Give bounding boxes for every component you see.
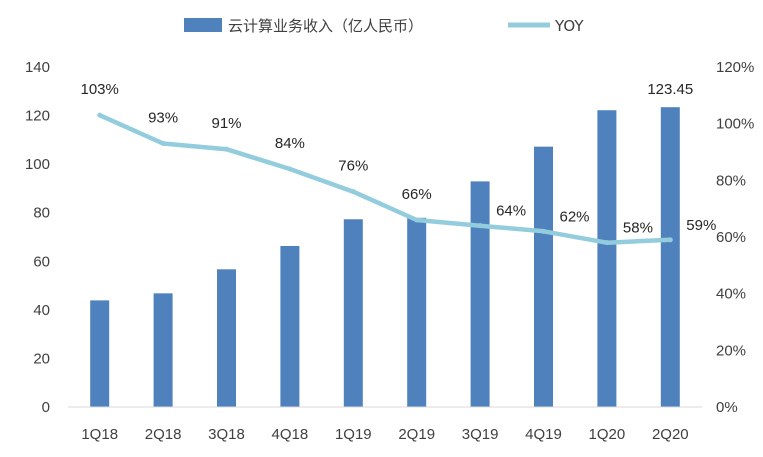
revenue-bar <box>660 107 680 407</box>
left-axis-tick-label: 140 <box>25 59 50 76</box>
legend: 云计算业务收入（亿人民币） YOY <box>184 17 584 35</box>
yoy-point <box>97 112 103 118</box>
left-axis-tick-label: 80 <box>33 205 50 222</box>
revenue-bar <box>534 146 553 407</box>
yoy-data-label: 103% <box>81 81 119 98</box>
left-axis-tick-label: 100 <box>25 156 50 173</box>
revenue-bar <box>90 300 110 407</box>
yoy-point <box>350 189 356 195</box>
yoy-data-label: 84% <box>275 135 305 152</box>
right-axis-tick-label: 60% <box>716 229 746 246</box>
yoy-data-label: 64% <box>496 203 526 220</box>
right-axis-tick-label: 80% <box>716 172 746 189</box>
left-axis-tick-label: 60 <box>33 253 50 270</box>
right-axis-tick-label: 120% <box>716 59 754 76</box>
left-axis-tick-label: 120 <box>25 108 50 125</box>
x-axis-tick-label: 2Q18 <box>145 426 182 443</box>
yoy-point <box>287 166 293 172</box>
yoy-point <box>541 228 546 234</box>
left-axis-ticks: 0 20 40 60 80 100 120 140 <box>25 59 50 416</box>
legend-label-yoy: YOY <box>554 17 584 35</box>
yoy-data-label: 91% <box>211 115 241 132</box>
x-axis-tick-label: 1Q18 <box>81 426 118 443</box>
yoy-data-label: 58% <box>623 220 653 237</box>
revenue-bars <box>90 107 680 407</box>
yoy-data-label: 59% <box>686 217 716 234</box>
left-axis-tick-label: 20 <box>33 350 50 367</box>
revenue-bar <box>217 269 236 407</box>
x-axis-ticks: 1Q18 2Q18 3Q18 4Q18 1Q19 2Q19 3Q19 4Q19 1Q20 2Q20 <box>81 426 688 443</box>
yoy-line-series <box>97 112 673 246</box>
revenue-bar <box>280 245 300 407</box>
right-axis-tick-label: 0% <box>716 399 738 416</box>
yoy-data-label: 66% <box>402 186 432 203</box>
legend-label-revenue: 云计算业务收入（亿人民币） <box>228 17 423 35</box>
right-axis-tick-label: 40% <box>716 286 746 303</box>
data-labels: 103% 93% 91% 84% 76% 66% 64% 62% 58% 59% 123.45 <box>81 81 717 237</box>
x-axis-tick-label: 4Q18 <box>272 426 309 443</box>
right-axis-ticks: 0% 20% 40% 60% 80% 100% 120% <box>716 59 754 416</box>
x-axis-tick-label: 2Q20 <box>652 426 689 443</box>
yoy-point <box>604 240 610 246</box>
yoy-point <box>160 141 166 146</box>
yoy-point <box>667 237 673 243</box>
left-axis-tick-label: 40 <box>33 302 50 319</box>
revenue-bar <box>153 293 173 407</box>
x-axis-tick-label: 1Q19 <box>335 426 372 443</box>
revenue-data-label: 123.45 <box>647 81 693 98</box>
yoy-point <box>414 217 420 223</box>
x-axis-tick-label: 4Q19 <box>525 426 562 443</box>
revenue-bar <box>470 181 490 407</box>
revenue-bar <box>343 219 363 407</box>
yoy-data-label: 93% <box>148 110 178 127</box>
right-axis-tick-label: 20% <box>716 342 746 359</box>
yoy-data-label: 76% <box>338 158 368 175</box>
yoy-line <box>97 112 673 245</box>
yoy-point <box>477 223 483 229</box>
left-axis-tick-label: 0 <box>42 399 50 416</box>
x-axis-tick-label: 2Q19 <box>398 426 435 443</box>
yoy-point <box>224 146 229 152</box>
revenue-bar <box>597 110 617 407</box>
legend-swatch-revenue <box>184 18 222 32</box>
x-axis-tick-label: 3Q19 <box>462 426 499 443</box>
revenue-bar <box>407 217 427 407</box>
x-axis-tick-label: 1Q20 <box>589 426 626 443</box>
yoy-data-label: 62% <box>560 208 590 225</box>
x-axis-tick-label: 3Q18 <box>208 426 245 443</box>
right-axis-tick-label: 100% <box>716 116 754 133</box>
